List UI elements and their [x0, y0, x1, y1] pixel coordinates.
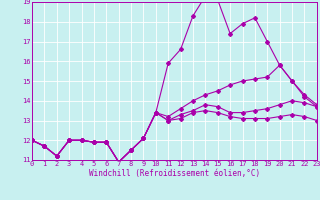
X-axis label: Windchill (Refroidissement éolien,°C): Windchill (Refroidissement éolien,°C)	[89, 169, 260, 178]
